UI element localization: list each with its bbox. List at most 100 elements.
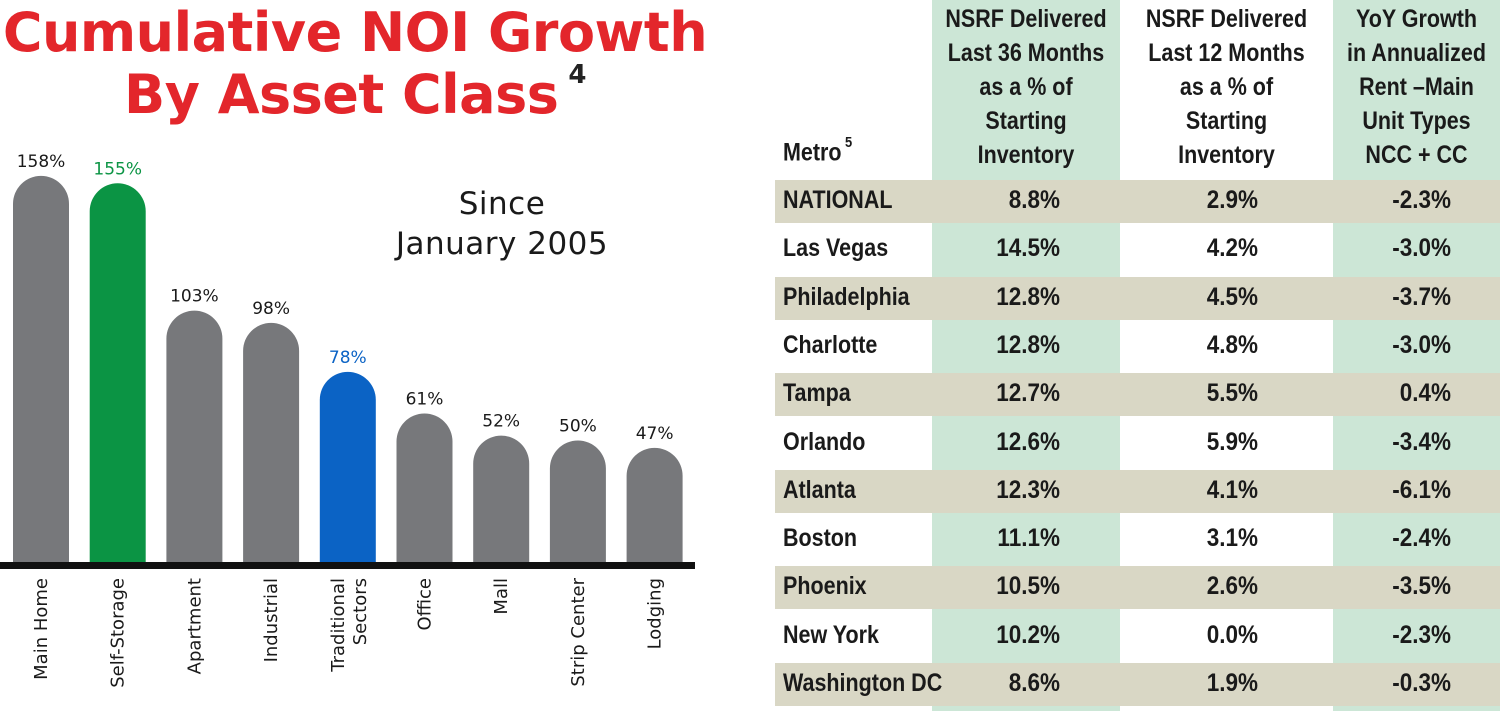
bar-value-label: 155% <box>93 159 142 179</box>
cell-metro: Washington DC <box>783 669 943 697</box>
header-col1-line: Inventory <box>977 141 1075 169</box>
bar-value-label: 52% <box>482 412 520 432</box>
category-label: Strip Center <box>568 577 589 686</box>
bar-value-label: 78% <box>329 348 367 368</box>
bar-value-label: 103% <box>170 287 219 307</box>
table-row: Phoenix 10.5% 2.6% -3.5% <box>775 566 1500 614</box>
bar-value-label: 50% <box>559 417 597 437</box>
cell-delivered-12-months: 4.2% <box>1206 234 1258 263</box>
header-col2-line: Starting <box>1185 107 1268 135</box>
cell-metro: Orlando <box>783 427 866 456</box>
table-row: Charlotte 12.8% 4.8% -3.0% <box>775 325 1500 373</box>
category-label: Lodging <box>645 578 666 649</box>
cell-delivered-36-months: 10.5% <box>996 572 1060 601</box>
category-label: Mall <box>491 578 512 615</box>
header-col2-line: as a % of <box>1179 73 1274 101</box>
table-row: NATIONAL 8.8% 2.9% -2.3% <box>775 180 1500 228</box>
bar-chart: 158% Main Home 155% Self-Storage 103% Apartme… <box>0 152 695 688</box>
cell-yoy-growth: -3.5% <box>1392 572 1451 601</box>
table-row: Boston 11.1% 3.1% -2.4% <box>775 518 1500 566</box>
cell-delivered-12-months: 4.1% <box>1206 475 1258 504</box>
cell-yoy-growth: -3.7% <box>1392 282 1451 311</box>
row-band <box>775 276 1500 320</box>
cell-metro: Atlanta <box>783 475 856 504</box>
cell-yoy-growth: -3.4% <box>1392 427 1451 456</box>
header-col1-line: Starting <box>985 107 1067 135</box>
cell-metro: New York <box>783 620 879 649</box>
cell-delivered-12-months: 1.9% <box>1206 669 1258 697</box>
cell-delivered-12-months: 0.0% <box>1206 620 1258 649</box>
category-label: Main Home <box>31 578 52 680</box>
bar-office <box>396 413 453 563</box>
cell-yoy-growth: -2.4% <box>1392 524 1451 553</box>
cell-delivered-36-months: 10.2% <box>996 620 1060 649</box>
header-col3-line: Unit Types <box>1362 107 1471 135</box>
header-metro: Metro 5 <box>783 134 852 167</box>
cell-metro: Philadelphia <box>783 282 910 311</box>
category-label: Apartment <box>184 578 205 674</box>
header-col3-line: YoY Growth <box>1355 5 1478 33</box>
bars-group: 158% Main Home 155% Self-Storage 103% Apartme… <box>0 152 695 688</box>
bar-strip-center <box>549 440 606 563</box>
header-delivered-12-months: NSRF Delivered Last 12 Months as a % of Sta… <box>1135 2 1318 172</box>
cell-yoy-growth: -2.3% <box>1392 186 1451 214</box>
cell-delivered-36-months: 11.1% <box>997 524 1060 553</box>
cell-delivered-12-months: 5.5% <box>1206 379 1258 408</box>
bar-industrial <box>243 322 300 563</box>
category-label: Sectors <box>350 578 371 645</box>
cell-delivered-36-months: 12.6% <box>996 427 1060 456</box>
cell-delivered-36-months: 12.7% <box>996 379 1060 408</box>
x-axis-baseline <box>0 562 695 569</box>
bar-value-label: 98% <box>252 299 290 319</box>
table-row: Washington DC 8.6% 1.9% -0.3% <box>775 663 1500 711</box>
cell-delivered-12-months: 4.8% <box>1206 330 1258 359</box>
cell-metro: Charlotte <box>783 330 878 359</box>
cell-delivered-36-months: 14.5% <box>996 234 1060 263</box>
row-band <box>775 566 1500 610</box>
category-label: Office <box>415 578 436 631</box>
cell-delivered-12-months: 2.9% <box>1206 186 1258 214</box>
bar-value-label: 47% <box>636 424 674 444</box>
metro-table: NATIONAL 8.8% 2.9% -2.3% Las Vegas 14.5% 4.2% -… <box>775 0 1500 711</box>
header-col1-line: NSRF Delivered <box>945 5 1107 33</box>
header-col3-line: NCC + CC <box>1365 141 1468 169</box>
table-row: Orlando 12.6% 5.9% -3.4% <box>775 422 1500 470</box>
category-label: Industrial <box>261 578 282 662</box>
cell-metro: Las Vegas <box>783 234 889 263</box>
header-col2-line: NSRF Delivered <box>1145 5 1308 33</box>
cell-delivered-36-months: 12.8% <box>996 330 1060 359</box>
cell-delivered-36-months: 12.3% <box>996 475 1060 504</box>
header-metro-label: Metro <box>783 138 842 167</box>
cell-delivered-12-months: 3.1% <box>1206 524 1258 553</box>
bar-self-storage <box>89 183 146 564</box>
cell-yoy-growth: -6.1% <box>1392 475 1451 504</box>
bar-lodging <box>626 447 683 563</box>
cell-yoy-growth: 0.4% <box>1399 379 1451 408</box>
chart-title-footnote: 4 <box>568 60 586 90</box>
subtitle-line-2: January 2005 <box>394 226 608 262</box>
cell-metro: Boston <box>783 524 858 553</box>
bar-main-home <box>13 175 69 563</box>
chart-title-line-2-text: By Asset Class <box>124 63 559 126</box>
table-row: Philadelphia 12.8% 4.5% -3.7% <box>775 276 1500 325</box>
bar-apartment <box>166 310 223 563</box>
cell-metro: Phoenix <box>783 572 867 601</box>
cell-yoy-growth: -2.3% <box>1392 620 1451 649</box>
cell-yoy-growth: -0.3% <box>1392 669 1451 697</box>
cell-delivered-12-months: 5.9% <box>1206 427 1258 456</box>
cell-yoy-growth: -3.0% <box>1392 234 1451 263</box>
subtitle-line-1: Since <box>459 186 546 222</box>
cell-delivered-36-months: 12.8% <box>996 282 1060 311</box>
header-delivered-36-months: NSRF Delivered Last 36 Months as a % of Sta… <box>945 2 1107 172</box>
header-col1-line: as a % of <box>979 73 1073 101</box>
row-band <box>775 663 1500 706</box>
category-label: Self-Storage <box>108 578 129 688</box>
row-band <box>775 180 1500 223</box>
chart-title: Cumulative NOI Growth By Asset Class 4 <box>0 2 710 136</box>
cell-delivered-12-months: 4.5% <box>1206 282 1258 311</box>
table-row: Tampa 12.7% 5.5% 0.4% <box>775 373 1500 421</box>
cell-metro: Tampa <box>783 379 851 408</box>
bar-value-label: 61% <box>406 390 444 410</box>
header-yoy-growth: YoY Growth in Annualized Rent –Main Unit Ty… <box>1345 2 1489 172</box>
header-col3-line: in Annualized <box>1347 39 1486 67</box>
